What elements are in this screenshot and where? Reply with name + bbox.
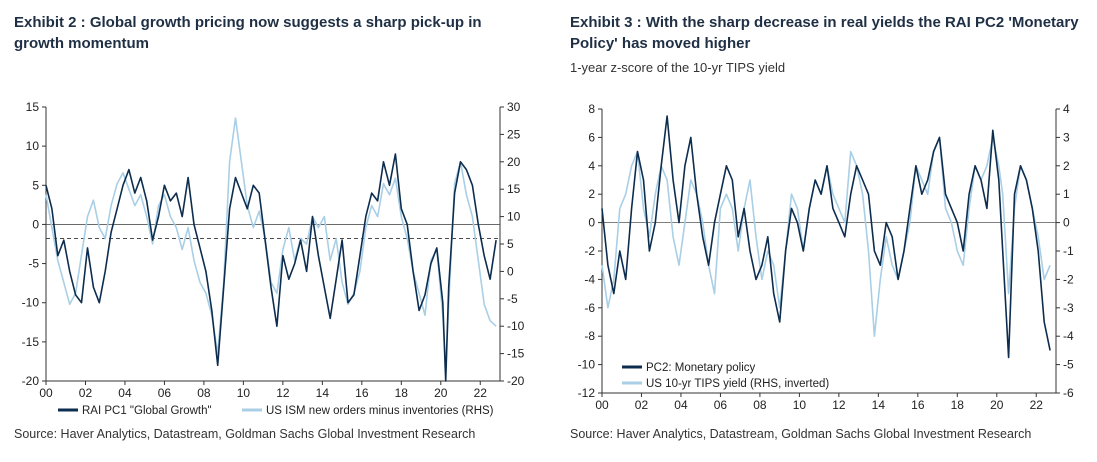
x-tick-label: 16	[355, 386, 369, 400]
x-tick-label: 20	[990, 398, 1004, 412]
x-tick-label: 18	[395, 386, 409, 400]
right-tick-label: -5	[507, 292, 518, 306]
exhibit-3-panel: Exhibit 3 : With the sharp decrease in r…	[556, 0, 1096, 462]
right-tick-label: 30	[507, 100, 521, 114]
left-tick-label: -20	[22, 374, 40, 388]
right-tick-label: 0	[507, 264, 514, 278]
right-tick-label: 2	[1063, 159, 1070, 173]
right-tick-label: -4	[1063, 329, 1074, 343]
left-tick-label: -10	[22, 296, 40, 310]
x-tick-label: 14	[316, 386, 330, 400]
right-tick-label: -5	[1063, 358, 1074, 372]
left-tick-label: 4	[588, 159, 595, 173]
right-tick-label: 3	[1063, 130, 1070, 144]
x-tick-label: 04	[674, 398, 688, 412]
exhibit-2-panel: Exhibit 2 : Global growth pricing now su…	[0, 0, 540, 462]
left-tick-label: -12	[578, 386, 596, 400]
left-tick-label: -2	[584, 244, 595, 258]
right-tick-label: 5	[507, 237, 514, 251]
right-tick-label: 10	[507, 210, 521, 224]
series-line-secondary	[45, 117, 497, 371]
right-tick-label: 15	[507, 182, 521, 196]
right-tick-label: -1	[1063, 244, 1074, 258]
left-tick-label: -10	[578, 358, 596, 372]
x-tick-label: 12	[276, 386, 290, 400]
legend-label: RAI PC1 "Global Growth"	[82, 405, 212, 417]
x-tick-label: 02	[79, 386, 93, 400]
x-tick-label: 20	[434, 386, 448, 400]
x-tick-label: 18	[951, 398, 965, 412]
right-tick-label: 0	[1063, 216, 1070, 230]
right-tick-label: -6	[1063, 386, 1074, 400]
exhibit-3-title: Exhibit 3 : With the sharp decrease in r…	[570, 14, 1079, 52]
left-tick-label: -4	[584, 272, 595, 286]
left-tick-label: 0	[32, 217, 39, 231]
x-tick-label: 06	[158, 386, 172, 400]
left-tick-label: 15	[26, 100, 40, 114]
left-tick-label: -15	[22, 335, 40, 349]
x-tick-label: 06	[714, 398, 728, 412]
left-tick-label: 6	[588, 130, 595, 144]
legend-label: PC2: Monetary policy	[646, 362, 756, 374]
legend-label: US ISM new orders minus inventories (RHS…	[266, 405, 494, 417]
x-tick-label: 10	[237, 386, 251, 400]
x-tick-label: 00	[39, 386, 53, 400]
x-tick-label: 02	[635, 398, 649, 412]
left-tick-label: 2	[588, 187, 595, 201]
right-tick-label: -20	[507, 374, 525, 388]
right-tick-label: 4	[1063, 102, 1070, 116]
exhibit-2-chart: 15 10 5 0 -5 -10 -15 -20 30 25 20 15 10 5 0 -5 -10 -15 -20…	[22, 100, 525, 417]
left-tick-label: 8	[588, 102, 595, 116]
left-tick-label: 10	[26, 139, 40, 153]
x-tick-label: 08	[753, 398, 767, 412]
exhibit-3-source: Source: Haver Analytics, Datastream, Gol…	[570, 427, 1032, 441]
right-tick-label: -15	[507, 347, 525, 361]
right-tick-label: 20	[507, 155, 521, 169]
left-tick-label: 0	[588, 216, 595, 230]
x-tick-label: 04	[118, 386, 132, 400]
right-tick-label: 25	[507, 127, 521, 141]
right-tick-label: -2	[1063, 272, 1074, 286]
x-tick-label: 22	[1030, 398, 1044, 412]
exhibit-2-source: Source: Haver Analytics, Datastream, Gol…	[14, 427, 476, 441]
x-tick-label: 22	[474, 386, 488, 400]
left-tick-label: 5	[32, 178, 39, 192]
legend-label: US 10-yr TIPS yield (RHS, inverted)	[646, 378, 829, 390]
right-tick-label: -3	[1063, 301, 1074, 315]
right-tick-label: 1	[1063, 187, 1070, 201]
x-tick-label: 16	[911, 398, 925, 412]
series-line-primary	[601, 115, 1051, 359]
x-tick-label: 00	[595, 398, 609, 412]
left-tick-label: -5	[28, 257, 39, 271]
left-tick-label: -6	[584, 301, 595, 315]
x-tick-label: 12	[832, 398, 846, 412]
exhibit-2-title: Exhibit 2 : Global growth pricing now su…	[14, 14, 482, 52]
x-tick-label: 08	[197, 386, 211, 400]
right-tick-label: -10	[507, 319, 525, 333]
left-tick-label: -8	[584, 329, 595, 343]
x-tick-label: 10	[793, 398, 807, 412]
x-tick-label: 14	[872, 398, 886, 412]
series-line-primary	[45, 153, 497, 382]
exhibit-3-subtitle: 1-year z-score of the 10-yr TIPS yield	[570, 60, 786, 75]
